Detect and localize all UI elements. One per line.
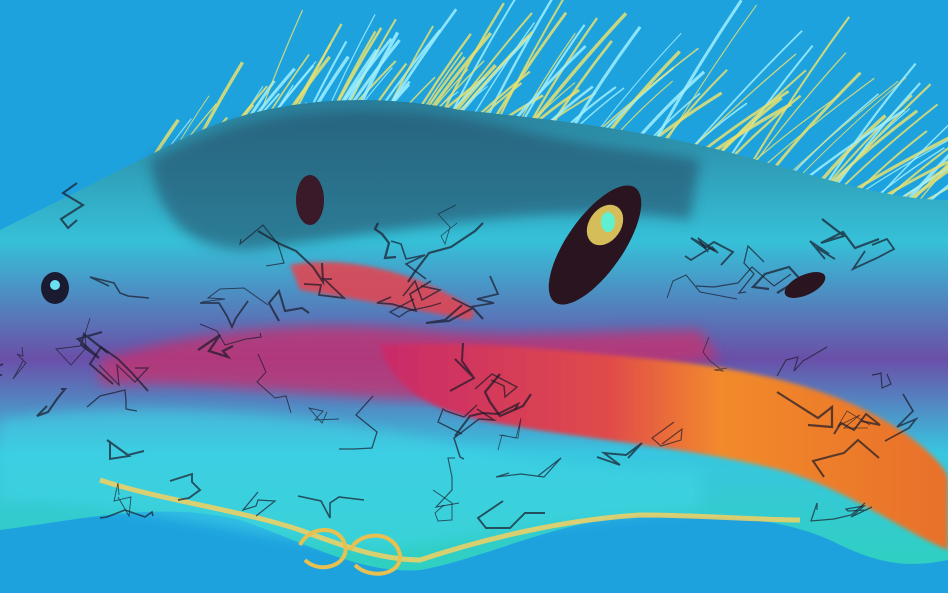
vessel — [434, 457, 460, 508]
vessel — [106, 439, 145, 461]
hair — [661, 4, 757, 151]
gland-left-core — [50, 280, 60, 290]
hair — [770, 71, 862, 172]
vessel — [474, 373, 519, 399]
blood-vessels — [0, 182, 919, 529]
hair — [713, 69, 807, 160]
vessel — [453, 408, 497, 460]
hair — [834, 82, 921, 188]
vessel — [425, 304, 484, 325]
hair — [818, 114, 887, 184]
yellow-edge — [99, 477, 801, 563]
vessel — [432, 489, 453, 522]
vessel — [197, 334, 234, 360]
upper-red-band — [290, 261, 474, 320]
orange-band — [380, 343, 948, 550]
hair — [851, 136, 948, 193]
vessel — [449, 342, 476, 392]
vessel — [483, 373, 532, 418]
hair — [883, 147, 948, 202]
hair — [751, 52, 847, 167]
hair — [760, 77, 875, 170]
vessel — [737, 244, 765, 294]
vessel — [373, 222, 397, 260]
vessel — [86, 389, 138, 412]
vessel — [437, 204, 458, 246]
vessel — [55, 317, 91, 366]
vessel — [59, 182, 85, 230]
vessel — [113, 482, 132, 518]
lower-cyan-layer — [0, 409, 700, 550]
vessel — [303, 278, 347, 300]
vessel — [199, 323, 262, 346]
vessel — [75, 330, 109, 359]
vessel — [451, 275, 500, 308]
hair — [831, 83, 932, 188]
vessel — [454, 401, 521, 437]
vessel — [390, 240, 427, 280]
hair — [911, 165, 948, 210]
vessel — [690, 237, 735, 266]
vessel — [871, 372, 892, 389]
vessel — [850, 237, 896, 272]
vessel — [307, 407, 340, 424]
hair — [859, 139, 948, 195]
hair — [787, 80, 899, 176]
vessel — [201, 287, 269, 306]
hair — [855, 130, 928, 194]
vessel — [297, 495, 365, 519]
vessel — [88, 345, 149, 392]
hair — [827, 109, 919, 187]
vessel — [810, 502, 866, 522]
vessel — [12, 346, 27, 380]
hair — [825, 62, 917, 186]
vessel — [495, 457, 562, 478]
vessel — [666, 274, 738, 300]
vessel — [476, 500, 545, 529]
vessel — [811, 438, 880, 478]
vessel — [36, 387, 68, 417]
vessel — [695, 266, 792, 288]
vessel — [239, 224, 285, 267]
vessel — [407, 222, 484, 283]
hair — [892, 167, 948, 204]
follicle-core — [601, 212, 615, 232]
hair — [798, 77, 907, 178]
vessel — [89, 276, 150, 299]
bottom-lobes — [298, 528, 402, 576]
vessel — [836, 410, 871, 429]
vessel — [596, 442, 643, 466]
vessel — [809, 240, 836, 260]
vessel — [388, 298, 442, 318]
vessel — [844, 504, 873, 518]
vessel — [339, 395, 378, 450]
vessel — [776, 391, 834, 429]
vessel — [884, 393, 919, 442]
vessel — [200, 300, 249, 330]
vessel — [99, 509, 154, 519]
vessel — [256, 353, 292, 414]
vessel — [98, 363, 150, 387]
hair — [749, 16, 851, 167]
hair — [804, 109, 906, 181]
vessel — [702, 336, 728, 372]
vessel — [241, 491, 277, 517]
vessel — [651, 421, 683, 447]
small-follicle — [296, 175, 324, 225]
vessel — [376, 280, 432, 313]
hair — [840, 103, 939, 190]
vessel — [684, 237, 719, 262]
hair — [649, 0, 743, 150]
vessel — [776, 346, 828, 377]
vessel — [820, 218, 880, 250]
vessel — [169, 472, 202, 501]
dermis-dark-top — [150, 110, 700, 250]
hair — [748, 94, 841, 167]
vessel — [497, 417, 522, 451]
hair — [686, 53, 797, 155]
follicle-right — [784, 272, 826, 298]
vessel — [267, 288, 310, 322]
vessel — [437, 404, 478, 435]
